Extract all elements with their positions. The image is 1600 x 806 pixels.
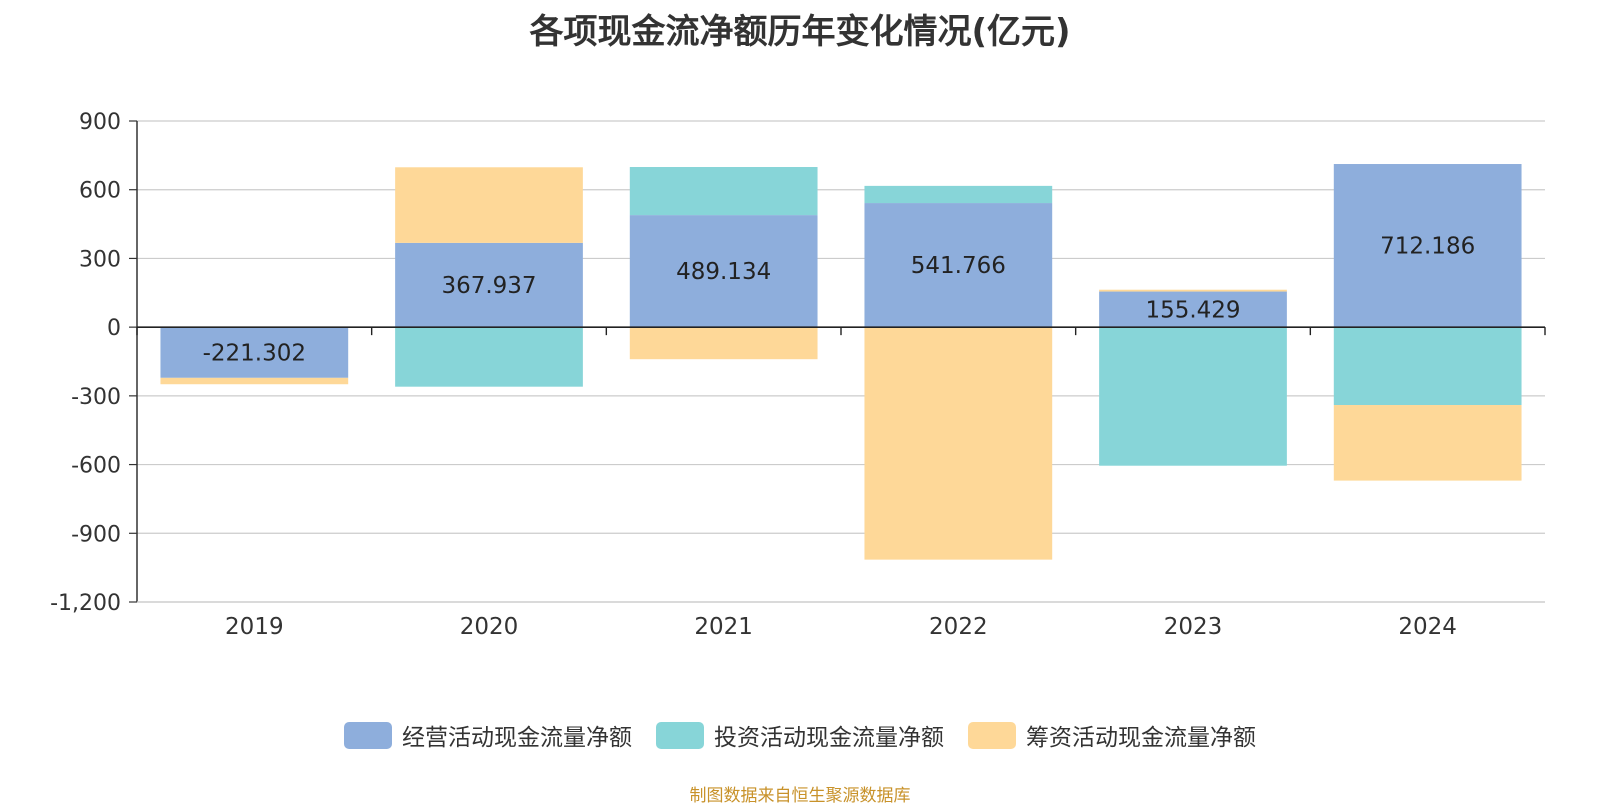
bar-series2-2021 [629,327,818,360]
legend: 经营活动现金流量净额 投资活动现金流量净额 筹资活动现金流量净额 [0,718,1600,752]
x-tick-label-2022: 2022 [929,614,988,640]
data-label-2023: 155.429 [1145,297,1240,323]
bar-series2-2022 [864,327,1053,560]
bar-series1-2022 [864,185,1053,204]
legend-label-financing: 筹资活动现金流量净额 [1026,725,1256,751]
x-tick-label-2021: 2021 [694,614,753,640]
x-tick-label-2023: 2023 [1164,614,1223,640]
x-tick-label-2019: 2019 [225,614,284,640]
data-label-2020: 367.937 [441,273,536,299]
legend-item-operating[interactable]: 经营活动现金流量净额 [344,718,632,752]
y-tick-label: -600 [71,454,121,479]
legend-item-financing[interactable]: 筹资活动现金流量净额 [968,718,1256,752]
bar-layer [160,164,1522,560]
bar-series2-2024 [1333,405,1522,481]
data-label-2022: 541.766 [911,253,1006,279]
legend-label-investing: 投资活动现金流量净额 [714,725,944,751]
legend-swatch-investing [656,721,704,749]
data-label-2024: 712.186 [1380,234,1475,260]
bar-series0-2021 [629,215,818,328]
chart-plot: 900 600 300 0 -300 -600 -900 -1,200 2019 2020 2021… [50,110,1546,640]
chart-title: 各项现金流净额历年变化情况(亿元) [529,12,1071,52]
y-tick-label: -300 [71,385,121,410]
bar-series2-2023 [1099,289,1287,292]
data-label-2021: 489.134 [676,259,771,285]
bar-series1-2023 [1099,327,1287,466]
bar-series0-2020 [395,242,583,328]
data-label-2019: -221.302 [203,340,306,366]
bar-series0-2022 [864,203,1053,328]
y-tick-label: -900 [71,522,121,547]
bar-series0-2019 [160,327,349,378]
bar-series1-2020 [395,327,583,387]
y-tick-label: 300 [79,247,121,272]
legend-swatch-financing [968,721,1016,749]
y-tick-label: 600 [79,179,121,204]
x-tick-label-2020: 2020 [460,614,519,640]
y-tick-label: -1,200 [50,591,121,616]
bar-series0-2024 [1333,164,1522,328]
legend-item-investing[interactable]: 投资活动现金流量净额 [656,718,944,752]
legend-label-operating: 经营活动现金流量净额 [402,725,632,751]
axis-layer: 900 600 300 0 -300 -600 -900 -1,200 2019 2020 2021… [50,110,1546,640]
bar-series0-2023 [1099,291,1287,328]
legend-swatch-operating [344,721,392,749]
bar-series2-2019 [160,377,349,385]
label-layer: -221.302 367.937 489.134 541.766 155.429 712.… [203,234,1476,367]
source-note: 制图数据来自恒生聚源数据库 [689,786,911,806]
y-tick-label: 900 [79,110,121,135]
y-tick-label: 0 [107,316,121,341]
bar-series1-2021 [629,167,818,216]
bar-series1-2024 [1333,327,1522,406]
x-tick-label-2024: 2024 [1398,614,1457,640]
bar-series2-2020 [395,167,583,243]
